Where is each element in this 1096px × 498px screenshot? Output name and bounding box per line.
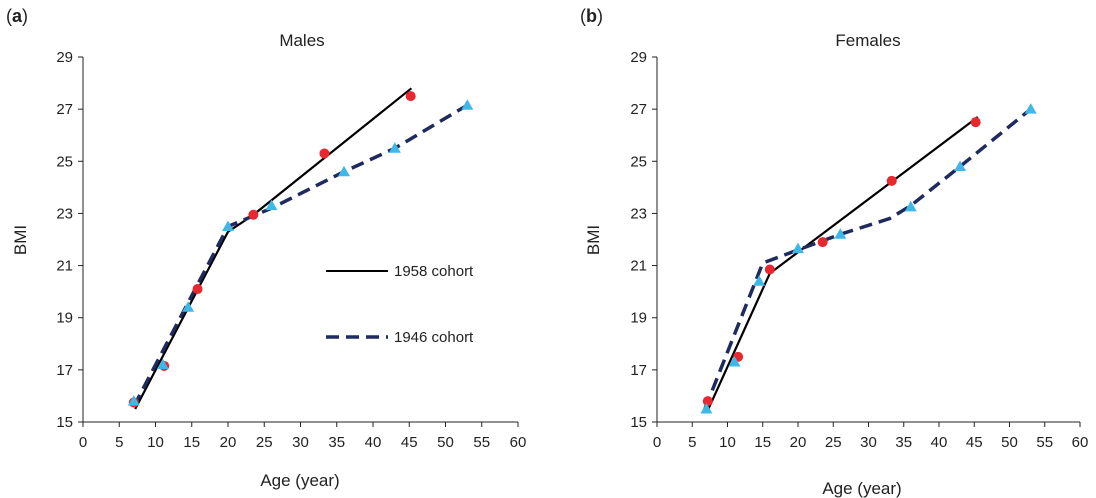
y-tick-label: 23 xyxy=(630,205,647,222)
x-tick-label: 35 xyxy=(895,434,912,451)
x-tick-label: 5 xyxy=(115,434,123,451)
data-point-1958 xyxy=(970,117,981,128)
x-tick-label: 0 xyxy=(653,434,661,451)
y-tick-label: 23 xyxy=(56,205,73,222)
data-point-1946 xyxy=(904,200,917,212)
data-point-1946 xyxy=(127,395,140,406)
y-tick-label: 15 xyxy=(630,414,647,431)
y-tick-label: 21 xyxy=(56,258,73,275)
y-axis-title-males: BMI xyxy=(11,225,30,255)
x-tick-label: 45 xyxy=(401,434,418,451)
data-point-1958 xyxy=(192,284,203,295)
y-tick-label: 21 xyxy=(630,258,647,275)
x-tick-label: 5 xyxy=(688,434,696,451)
data-point-1946 xyxy=(182,301,195,312)
legend: 1958 cohort 1946 cohort xyxy=(326,263,474,346)
x-axis-title-females: Age (year) xyxy=(822,479,901,498)
series-line-1946-males xyxy=(132,103,469,408)
y-tick-label: 15 xyxy=(56,414,73,431)
x-tick-label: 20 xyxy=(220,434,237,451)
series-line-1946-females xyxy=(703,107,1032,410)
y-tick-label: 19 xyxy=(56,310,73,327)
axes-females: 0 5 10 15 20 25 30 35 40 45 50 55 60 15 17 19 21 23 25 27 29 xyxy=(630,49,1088,451)
chart-title-females: Females xyxy=(835,31,900,50)
x-tick-label: 60 xyxy=(1072,434,1089,451)
axes-males: 0 5 10 15 20 25 30 35 40 45 50 55 60 15 17 19 21 23 25 27 29 xyxy=(56,49,526,451)
series-markers-females xyxy=(700,103,1037,414)
series-lines-females xyxy=(703,107,1032,411)
y-tick-label: 29 xyxy=(630,49,647,66)
legend-label-1958: 1958 cohort xyxy=(394,263,474,280)
y-tick-label: 27 xyxy=(630,101,647,118)
y-tick-label: 29 xyxy=(56,49,73,66)
panel-females: (b) Females BMI Age (year) 0 5 10 15 20 25 30 3… xyxy=(580,6,1088,498)
x-tick-label: 55 xyxy=(1036,434,1053,451)
panel-label-a: (a) xyxy=(6,6,28,26)
x-tick-label: 40 xyxy=(365,434,382,451)
series-line-1958-females xyxy=(706,116,979,411)
data-point-1946 xyxy=(700,403,713,414)
data-point-1946 xyxy=(222,220,234,231)
x-axis-title-males: Age (year) xyxy=(260,471,339,490)
legend-label-1946: 1946 cohort xyxy=(394,329,474,346)
data-point-1946 xyxy=(461,99,474,110)
x-tick-label: 10 xyxy=(147,434,164,451)
y-axis-title-females: BMI xyxy=(584,225,603,255)
y-tick-label: 19 xyxy=(630,310,647,327)
x-tick-label: 25 xyxy=(825,434,842,451)
data-point-1946 xyxy=(338,165,350,177)
x-tick-label: 35 xyxy=(328,434,345,451)
x-tick-label: 55 xyxy=(473,434,490,451)
data-point-1958 xyxy=(817,237,828,248)
x-tick-label: 15 xyxy=(183,434,200,451)
y-tick-label: 25 xyxy=(56,153,73,170)
x-tick-label: 25 xyxy=(256,434,273,451)
data-point-1946 xyxy=(792,242,804,254)
data-point-1946 xyxy=(834,228,847,239)
series-markers-males xyxy=(127,91,474,408)
x-tick-label: 0 xyxy=(79,434,87,451)
panel-label-b-letter: b xyxy=(586,6,597,26)
y-tick-label: 17 xyxy=(630,362,647,379)
x-tick-label: 20 xyxy=(790,434,807,451)
data-point-1946 xyxy=(156,358,169,370)
x-tick-label: 50 xyxy=(437,434,454,451)
chart-title-males: Males xyxy=(279,31,324,50)
data-point-1958 xyxy=(405,91,416,102)
data-point-1958 xyxy=(764,264,775,275)
panel-label-a-letter: a xyxy=(12,6,23,26)
data-point-1946 xyxy=(388,142,401,153)
y-tick-label: 25 xyxy=(630,153,647,170)
x-tick-label: 60 xyxy=(510,434,527,451)
y-tick-label: 27 xyxy=(56,101,73,118)
x-tick-label: 30 xyxy=(292,434,309,451)
data-point-1946 xyxy=(728,356,741,367)
series-line-1958-males xyxy=(134,87,413,410)
data-point-1958 xyxy=(319,148,330,159)
data-point-1958 xyxy=(248,209,259,220)
data-point-1946 xyxy=(954,160,967,171)
x-tick-label: 50 xyxy=(1001,434,1018,451)
data-point-1958 xyxy=(702,396,713,407)
data-point-1946 xyxy=(265,199,278,211)
data-point-1946 xyxy=(1024,103,1037,114)
x-tick-label: 30 xyxy=(860,434,877,451)
x-tick-label: 45 xyxy=(966,434,983,451)
x-tick-label: 40 xyxy=(931,434,948,451)
series-lines-males xyxy=(132,87,469,410)
panel-label-b: (b) xyxy=(580,6,603,26)
data-point-1946 xyxy=(753,275,766,286)
x-tick-label: 10 xyxy=(719,434,736,451)
y-tick-label: 17 xyxy=(56,362,73,379)
data-point-1958 xyxy=(886,175,897,186)
panel-males: (a) Males BMI Age (year) 0 5 10 15 20 25 30 35 4… xyxy=(6,6,526,490)
x-tick-label: 15 xyxy=(754,434,771,451)
